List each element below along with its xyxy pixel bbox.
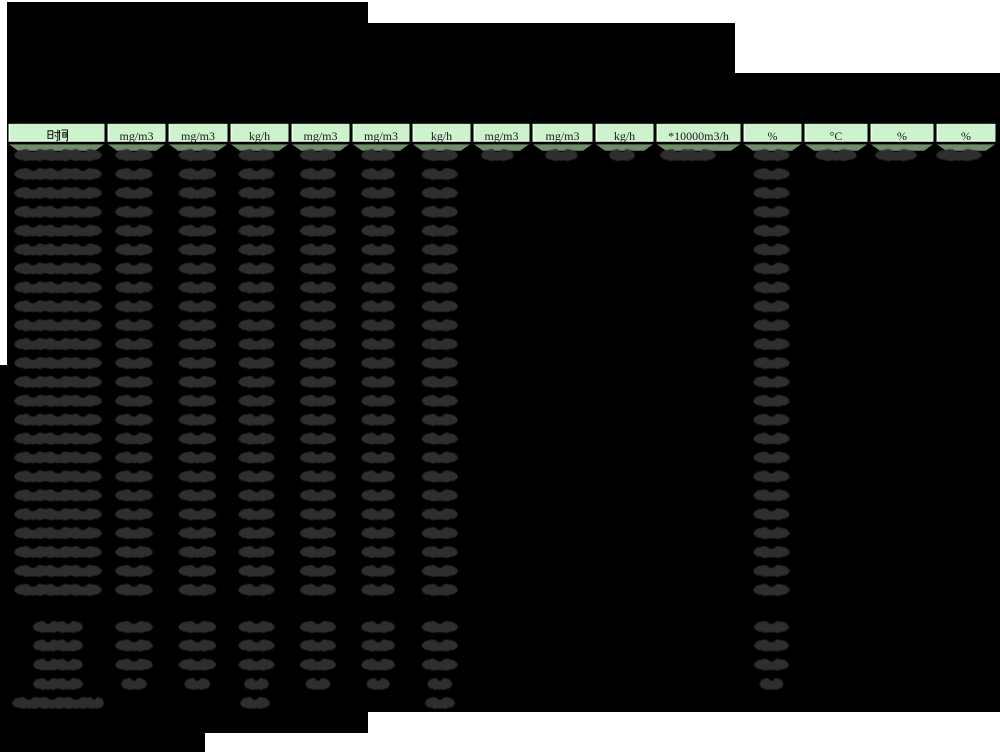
svg-text:mg/m3: mg/m3 xyxy=(303,129,337,143)
svg-text:*10000m3/h: *10000m3/h xyxy=(668,129,729,143)
svg-text:kg/h: kg/h xyxy=(249,129,270,143)
svg-text:mg/m3: mg/m3 xyxy=(119,129,153,143)
svg-text:%: % xyxy=(768,129,778,143)
svg-text:mg/m3: mg/m3 xyxy=(364,129,398,143)
svg-text:mg/m3: mg/m3 xyxy=(484,129,518,143)
svg-text:°C: °C xyxy=(830,129,843,143)
svg-text:kg/h: kg/h xyxy=(614,129,635,143)
svg-text:mg/m3: mg/m3 xyxy=(545,129,579,143)
svg-text:kg/h: kg/h xyxy=(431,129,452,143)
svg-text:%: % xyxy=(961,129,971,143)
svg-text:%: % xyxy=(897,129,907,143)
svg-text:mg/m3: mg/m3 xyxy=(181,129,215,143)
